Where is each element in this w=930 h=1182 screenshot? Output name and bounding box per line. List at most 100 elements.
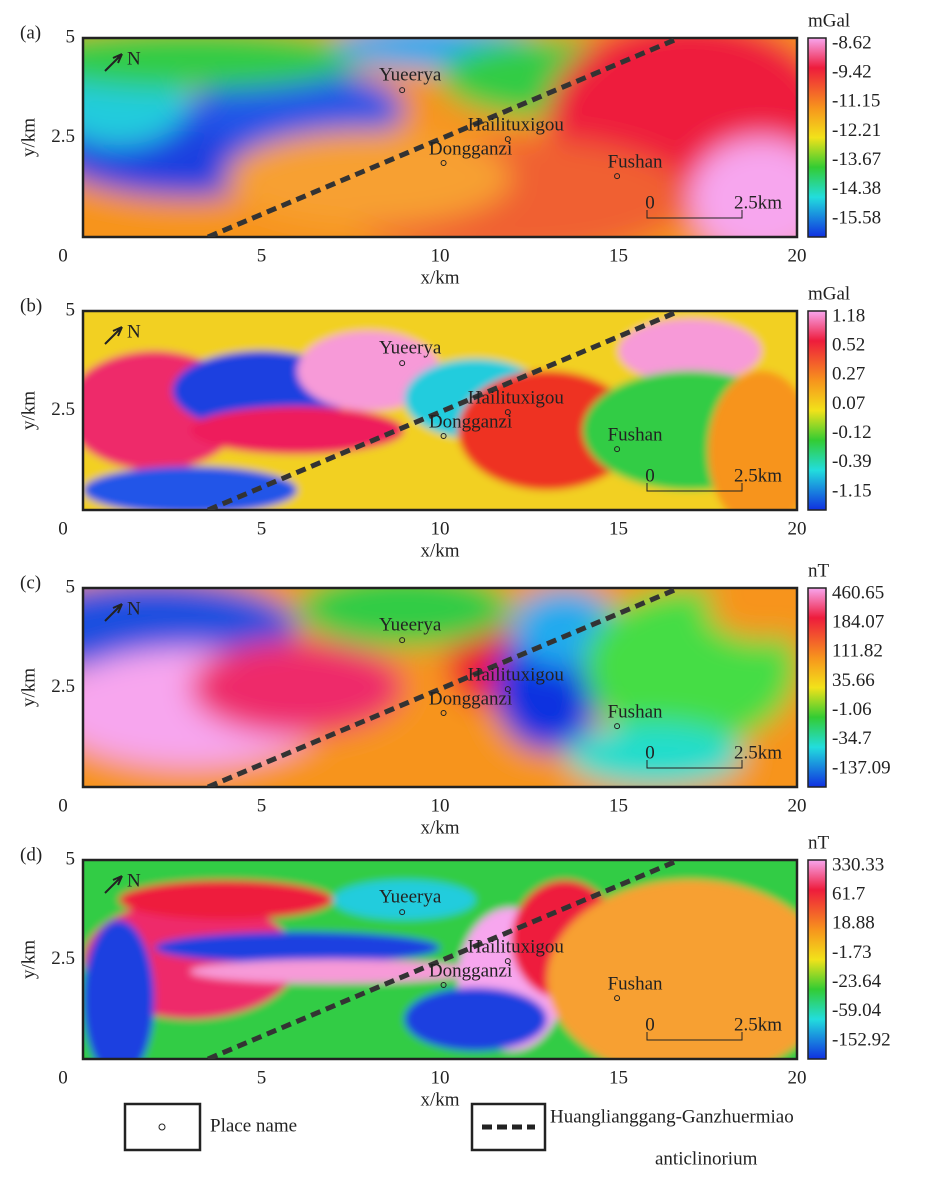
place-marker: [440, 981, 447, 988]
colorbar-unit: mGal: [808, 10, 850, 31]
colorbar-tick-label: 111.82: [832, 641, 883, 662]
scale-label: 0: [645, 1014, 655, 1035]
map-panel: (b) Yueerya Hailituxigou Dongganzi Fushan N 0 2…: [18, 283, 872, 561]
colorbar-tick-label: 0.27: [832, 364, 865, 385]
colorbar-tick-label: -59.04: [832, 1000, 882, 1021]
y-axis-label: y/km: [18, 668, 39, 707]
colorbar-tick-label: -11.15: [832, 91, 880, 112]
anomaly: [83, 466, 298, 510]
colorbar-tick-label: -1.15: [832, 480, 872, 501]
anomaly: [618, 318, 762, 383]
panel-label: (c): [20, 572, 41, 593]
place-marker: [504, 409, 511, 416]
anomaly: [564, 723, 744, 787]
scale-label: 2.5km: [734, 192, 782, 213]
field: [83, 38, 797, 237]
place-name: Fushan: [608, 701, 663, 722]
anomaly: [190, 69, 405, 150]
field-blobs: [83, 860, 797, 1059]
y-axis-label: y/km: [18, 391, 39, 430]
colorbar: [807, 37, 827, 238]
panel-label: (b): [20, 295, 42, 316]
anticlinorium-line: [206, 860, 681, 1059]
x-tick-label: 10: [431, 1067, 450, 1088]
colorbar-unit: mGal: [808, 283, 850, 304]
anomaly: [297, 330, 440, 411]
colorbar-tick-label: 18.88: [832, 913, 875, 934]
place-marker: [440, 709, 447, 716]
x-tick-label: 20: [788, 1067, 807, 1088]
x-tick-label: 5: [257, 795, 267, 816]
x-axis-label: x/km: [420, 1089, 459, 1110]
y-tick-label: 2.5: [51, 676, 75, 697]
colorbar-tick-label: -0.12: [832, 422, 872, 443]
north-label: N: [127, 321, 141, 342]
colorbar-tick-label: 61.7: [832, 884, 865, 905]
place-marker: [440, 159, 447, 166]
x-tick-label: 0: [58, 795, 68, 816]
place-marker: [614, 446, 621, 453]
x-tick-label: 15: [609, 795, 628, 816]
x-tick-label: 10: [431, 518, 450, 539]
place-name: Yueerya: [379, 614, 442, 635]
place-marker: [399, 637, 406, 644]
anomaly: [154, 931, 440, 964]
colorbar-tick-label: -14.38: [832, 178, 881, 199]
scale-label: 0: [645, 742, 655, 763]
place-name: Dongganzi: [429, 960, 512, 981]
scale-bar: [646, 760, 743, 769]
colorbar-unit: nT: [808, 560, 830, 581]
place-name: Yueerya: [379, 886, 442, 907]
anomaly: [707, 588, 797, 640]
anomaly: [297, 588, 512, 648]
scale-bar: [646, 1032, 743, 1041]
plot-frame: [81, 309, 799, 512]
x-tick-label: 10: [431, 245, 450, 266]
north-label: N: [127, 598, 141, 619]
place-marker: [440, 432, 447, 439]
place-name: Yueerya: [379, 64, 442, 85]
place-name: Dongganzi: [429, 138, 512, 159]
legend-label: Place name: [210, 1115, 297, 1136]
x-tick-label: 20: [788, 518, 807, 539]
map-panel: (a) Yueerya Hailituxigou Dongganzi Fushan N 0 2…: [18, 10, 881, 288]
y-tick-label: 2.5: [51, 126, 75, 147]
y-tick-label: 5: [66, 576, 76, 597]
colorbar-tick-label: 0.52: [832, 335, 865, 356]
x-tick-label: 5: [257, 245, 267, 266]
field: [83, 860, 797, 1059]
colorbar-tick-label: -23.64: [832, 971, 882, 992]
x-axis-label: x/km: [420, 540, 459, 561]
colorbar-tick-label: 1.18: [832, 305, 865, 326]
anomaly: [190, 639, 405, 736]
colorbar-tick-label: -8.62: [832, 32, 872, 53]
place-marker: [399, 87, 406, 94]
x-tick-label: 0: [58, 518, 68, 539]
place-name: Dongganzi: [429, 411, 512, 432]
x-tick-label: 15: [609, 245, 628, 266]
north-arrow: [104, 53, 123, 72]
place-marker: [504, 958, 511, 965]
panel-label: (d): [20, 844, 42, 865]
colorbar-tick-label: -12.21: [832, 120, 881, 141]
colorbar-tick-label: -13.67: [832, 149, 881, 170]
x-tick-label: 20: [788, 795, 807, 816]
legend-box: [470, 1102, 547, 1152]
plot-frame: [81, 36, 799, 239]
anomaly: [707, 370, 797, 510]
x-axis-label: x/km: [420, 817, 459, 838]
field-blobs: [83, 38, 797, 237]
place-name: Dongganzi: [429, 688, 512, 709]
place-name: Fushan: [608, 424, 663, 445]
colorbar: [807, 587, 827, 788]
place-name: Hailituxigou: [468, 114, 565, 135]
place-marker: [504, 686, 511, 693]
scale-label: 0: [645, 192, 655, 213]
scale-label: 0: [645, 465, 655, 486]
colorbar-tick-label: 330.33: [832, 854, 884, 875]
place-marker: [504, 136, 511, 143]
colorbar-tick-label: -152.92: [832, 1029, 891, 1050]
x-axis-label: x/km: [420, 267, 459, 288]
colorbar: [807, 859, 827, 1060]
